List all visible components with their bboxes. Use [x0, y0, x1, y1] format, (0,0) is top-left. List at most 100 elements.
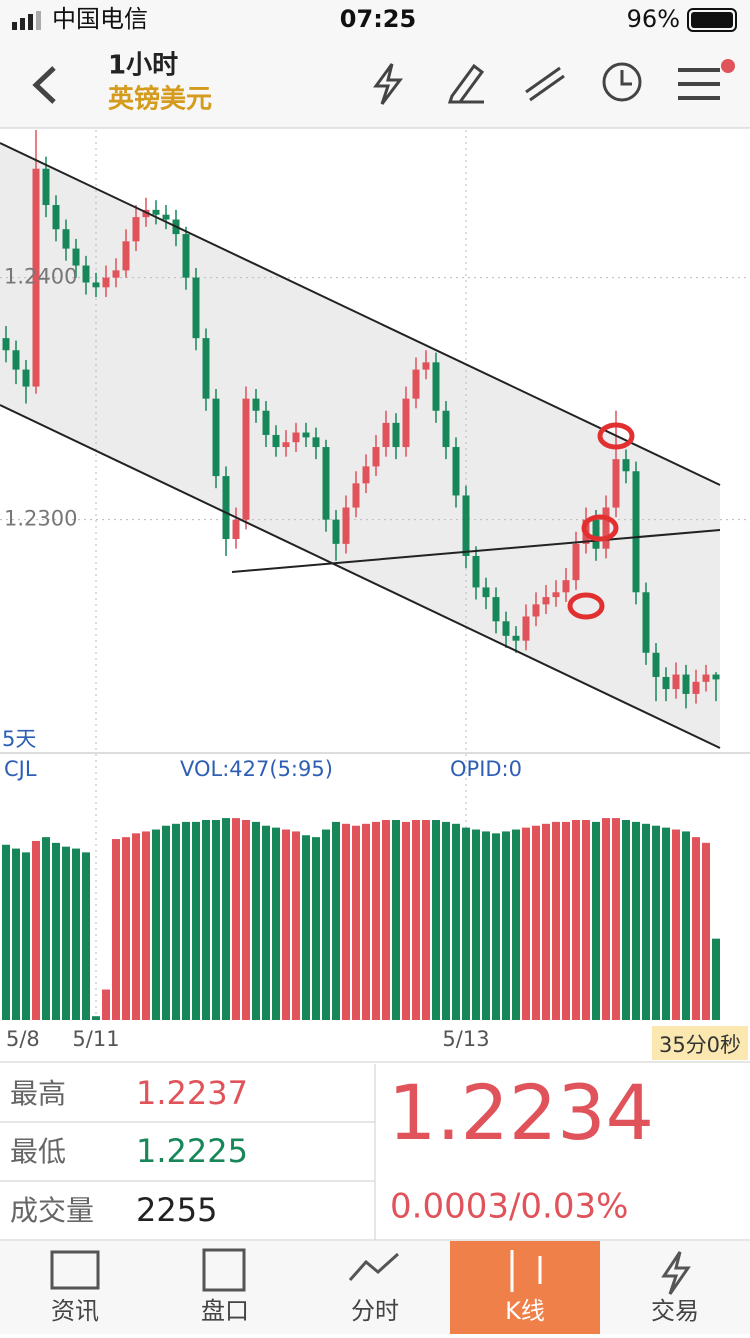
tab-label[interactable]: K线 — [505, 1297, 545, 1325]
volume-bar — [352, 825, 360, 1020]
period[interactable]: 1小时 — [108, 51, 178, 81]
volume-bar — [232, 818, 240, 1020]
candle-body — [222, 476, 230, 540]
volume-bar — [82, 852, 90, 1020]
volume-bar — [682, 831, 690, 1020]
candle-body — [692, 681, 700, 694]
low-label: 最低 — [10, 1135, 66, 1168]
line-tool-icon[interactable] — [525, 66, 565, 102]
signal-icon — [12, 11, 41, 30]
candle-body — [542, 597, 550, 605]
candle-body — [32, 168, 40, 387]
volume-bar — [332, 821, 340, 1020]
candle-body — [262, 410, 270, 435]
candle-body — [42, 168, 50, 206]
volume-bar — [412, 820, 420, 1020]
volume-bar — [372, 821, 380, 1020]
volume-bar — [12, 848, 20, 1020]
candle-body — [432, 362, 440, 411]
volume-bar — [162, 825, 170, 1020]
candle-body — [632, 471, 640, 593]
y-tick-label: 1.2400 — [4, 265, 77, 289]
candle-body — [342, 507, 350, 544]
candle-body — [612, 459, 620, 508]
volume-bar — [532, 825, 540, 1020]
candle-body — [482, 587, 490, 598]
draw-icon[interactable] — [447, 63, 485, 104]
tab-label[interactable]: 交易 — [651, 1297, 699, 1325]
candle-body — [702, 674, 710, 682]
price-change: 0.0003/0.03% — [390, 1187, 628, 1227]
volume-bar — [312, 837, 320, 1020]
volume-bar — [182, 821, 190, 1020]
volume-bar — [662, 827, 670, 1020]
symbol[interactable]: 英镑美元 — [108, 84, 212, 115]
volume-bar — [392, 820, 400, 1020]
volume-bar — [692, 837, 700, 1020]
candle-body — [72, 248, 80, 266]
volume-name: CJL — [4, 757, 37, 781]
carrier: 中国电信 — [52, 5, 148, 33]
volume-bar — [512, 829, 520, 1020]
candle-body — [412, 369, 420, 399]
candle-body — [712, 674, 720, 680]
volume-bar — [632, 821, 640, 1020]
candle-body — [532, 604, 540, 617]
volume-bar — [242, 820, 250, 1020]
candle-body — [372, 447, 380, 467]
candle-body — [592, 519, 600, 549]
battery-icon — [687, 8, 737, 32]
candle-body — [232, 519, 240, 540]
candle-body — [202, 338, 210, 399]
volume-bar — [702, 842, 710, 1020]
volume-bar — [672, 829, 680, 1020]
candle-body — [52, 205, 60, 230]
tab-label[interactable]: 分时 — [351, 1297, 399, 1325]
volume-bar — [432, 820, 440, 1020]
high-value: 1.2237 — [136, 1074, 248, 1112]
volume-value: 2255 — [136, 1191, 217, 1229]
volume-bar — [122, 837, 130, 1020]
volume-bar — [492, 833, 500, 1020]
volume-bar — [102, 989, 110, 1020]
candle-body — [672, 674, 680, 690]
quote-panel: 最高 1.2237 最低 1.2225 成交量 2255 1.2234 0.00… — [0, 1064, 750, 1241]
trend-line — [231, 529, 721, 573]
flash-icon[interactable] — [373, 63, 403, 105]
candle-body — [142, 209, 150, 218]
candle-body — [452, 447, 460, 496]
volume-bar — [2, 844, 10, 1020]
y-tick-label: 1.2300 — [4, 507, 77, 531]
range-label: 5天 — [2, 727, 36, 751]
hand-mark — [581, 514, 619, 542]
clock-icon[interactable] — [602, 62, 642, 102]
candle-body — [122, 241, 130, 271]
volume-bar — [222, 818, 230, 1020]
volume-bar — [212, 820, 220, 1020]
volume-bar — [302, 835, 310, 1020]
volume-bar — [642, 823, 650, 1020]
volume-bar — [422, 820, 430, 1020]
tab-icons — [50, 1248, 691, 1295]
low-value: 1.2225 — [136, 1132, 248, 1170]
tab-label[interactable]: 资讯 — [51, 1297, 99, 1325]
countdown: 35分0秒 — [659, 1033, 741, 1057]
volume-bar — [382, 820, 390, 1020]
tab-label[interactable]: 盘口 — [201, 1297, 249, 1325]
volume-bar — [592, 821, 600, 1020]
trend-line — [0, 142, 721, 486]
tab-bar — [0, 1241, 750, 1334]
back-button[interactable] — [32, 66, 56, 104]
volume-bar — [572, 820, 580, 1020]
volume-bar — [462, 827, 470, 1020]
volume-bar — [192, 821, 200, 1020]
channel-fill — [0, 143, 720, 748]
candle-body — [22, 369, 30, 387]
candle-body — [622, 459, 630, 472]
last-price: 1.2234 — [388, 1068, 654, 1157]
menu-icon[interactable] — [678, 68, 720, 100]
candle-body — [442, 410, 450, 448]
candle-body — [102, 277, 110, 288]
volume-bar — [32, 840, 40, 1020]
candle-body — [402, 398, 410, 448]
